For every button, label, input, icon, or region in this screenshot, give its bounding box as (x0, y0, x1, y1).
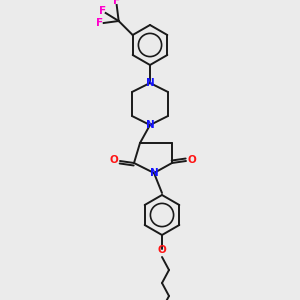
Text: F: F (113, 0, 120, 6)
Text: O: O (158, 245, 166, 255)
Text: N: N (150, 168, 158, 178)
Text: N: N (146, 78, 154, 88)
Text: N: N (146, 120, 154, 130)
Text: O: O (110, 155, 118, 165)
Text: F: F (96, 18, 103, 28)
Text: O: O (188, 155, 196, 165)
Text: F: F (99, 6, 106, 16)
